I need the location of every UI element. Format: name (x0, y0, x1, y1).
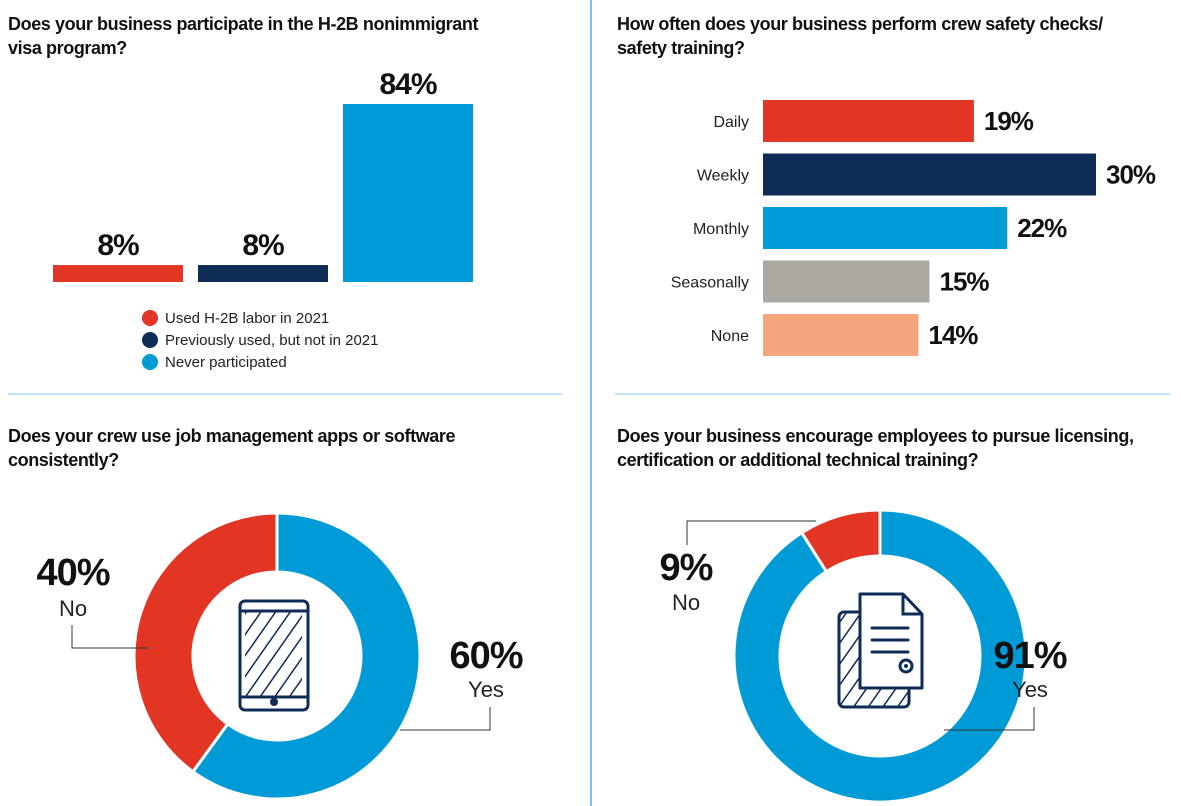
chart-3-donut: 40%No 60%Yes (36, 511, 524, 801)
chart-1-title-line: visa program? (8, 38, 127, 58)
slice-value-label: 60% (449, 635, 522, 677)
category-label: None (711, 328, 749, 345)
horizontal-divider-left (8, 393, 562, 395)
bar-value-label: 15% (940, 267, 990, 297)
vertical-divider (590, 0, 592, 806)
category-label: Monthly (693, 221, 749, 238)
slice-category-label: Yes (468, 677, 504, 702)
chart-2-title-line: How often does your business perform cre… (617, 14, 1103, 34)
donut-slice (732, 508, 1028, 804)
chart-2-horizontal-bars: Daily 19% Weekly 30% Monthly 22% Seasonally 15%… (671, 100, 1157, 356)
leader-line-yes (400, 707, 491, 731)
category-label: Weekly (697, 168, 749, 185)
donut-slice (190, 511, 422, 801)
chart-3-title-line: Does your crew use job management apps o… (8, 426, 456, 446)
bar-value-label: 22% (1017, 213, 1067, 243)
category-label: Seasonally (671, 275, 749, 292)
slice-category-label: No (672, 590, 700, 615)
bar (763, 153, 1096, 196)
chart-1-title: Does your business participate in the H-… (8, 12, 478, 60)
chart-2-title: How often does your business perform cre… (617, 12, 1103, 60)
legend-swatch (142, 332, 158, 348)
chart-4-donut: 9%No 91%Yes (660, 508, 1068, 804)
bar-value-label: 19% (984, 106, 1034, 136)
leader-line-no (71, 625, 148, 649)
bar (763, 260, 930, 303)
leader-line-no (686, 520, 816, 545)
legend-swatch (142, 310, 158, 326)
leader-line-yes (944, 707, 1035, 731)
chart-3-title-line: consistently? (8, 450, 119, 470)
bar-value-label: 30% (1106, 160, 1156, 190)
slice-category-label: Yes (1012, 677, 1048, 702)
chart-4-title-line: certification or additional technical tr… (617, 450, 979, 470)
smartphone-icon (238, 599, 310, 712)
bar (763, 100, 974, 142)
document-icon (837, 592, 924, 709)
chart-4-title: Does your business encourage employees t… (617, 424, 1134, 472)
bar (198, 265, 328, 282)
legend-label: Previously used, but not in 2021 (165, 332, 378, 349)
bar-value-label: 8% (242, 229, 284, 262)
legend-label: Never participated (165, 354, 287, 371)
chart-4-title-line: Does your business encourage employees t… (617, 426, 1134, 446)
donut-slice (799, 508, 882, 574)
bar (343, 104, 473, 282)
chart-2-title-line: safety training? (617, 38, 745, 58)
category-label: Daily (713, 114, 749, 131)
horizontal-divider-right (615, 393, 1170, 395)
bar-value-label: 8% (97, 229, 139, 262)
chart-1-vertical-bars: 8% 8% 84% Used H-2B labor in 2021 Previously… (53, 68, 473, 371)
chart-3-title: Does your crew use job management apps o… (8, 424, 456, 472)
bar (53, 265, 183, 282)
bar-value-label: 84% (379, 68, 436, 101)
bar (763, 314, 919, 356)
chart-1-title-line: Does your business participate in the H-… (8, 14, 479, 34)
bar-value-label: 14% (928, 320, 978, 350)
legend-swatch (142, 354, 158, 370)
slice-value-label: 91% (993, 635, 1066, 677)
slice-category-label: No (59, 596, 87, 621)
donut-slice (132, 511, 279, 774)
slice-value-label: 9% (660, 547, 713, 589)
slice-value-label: 40% (36, 552, 109, 594)
bar (763, 207, 1008, 249)
legend-label: Used H-2B labor in 2021 (165, 310, 329, 327)
